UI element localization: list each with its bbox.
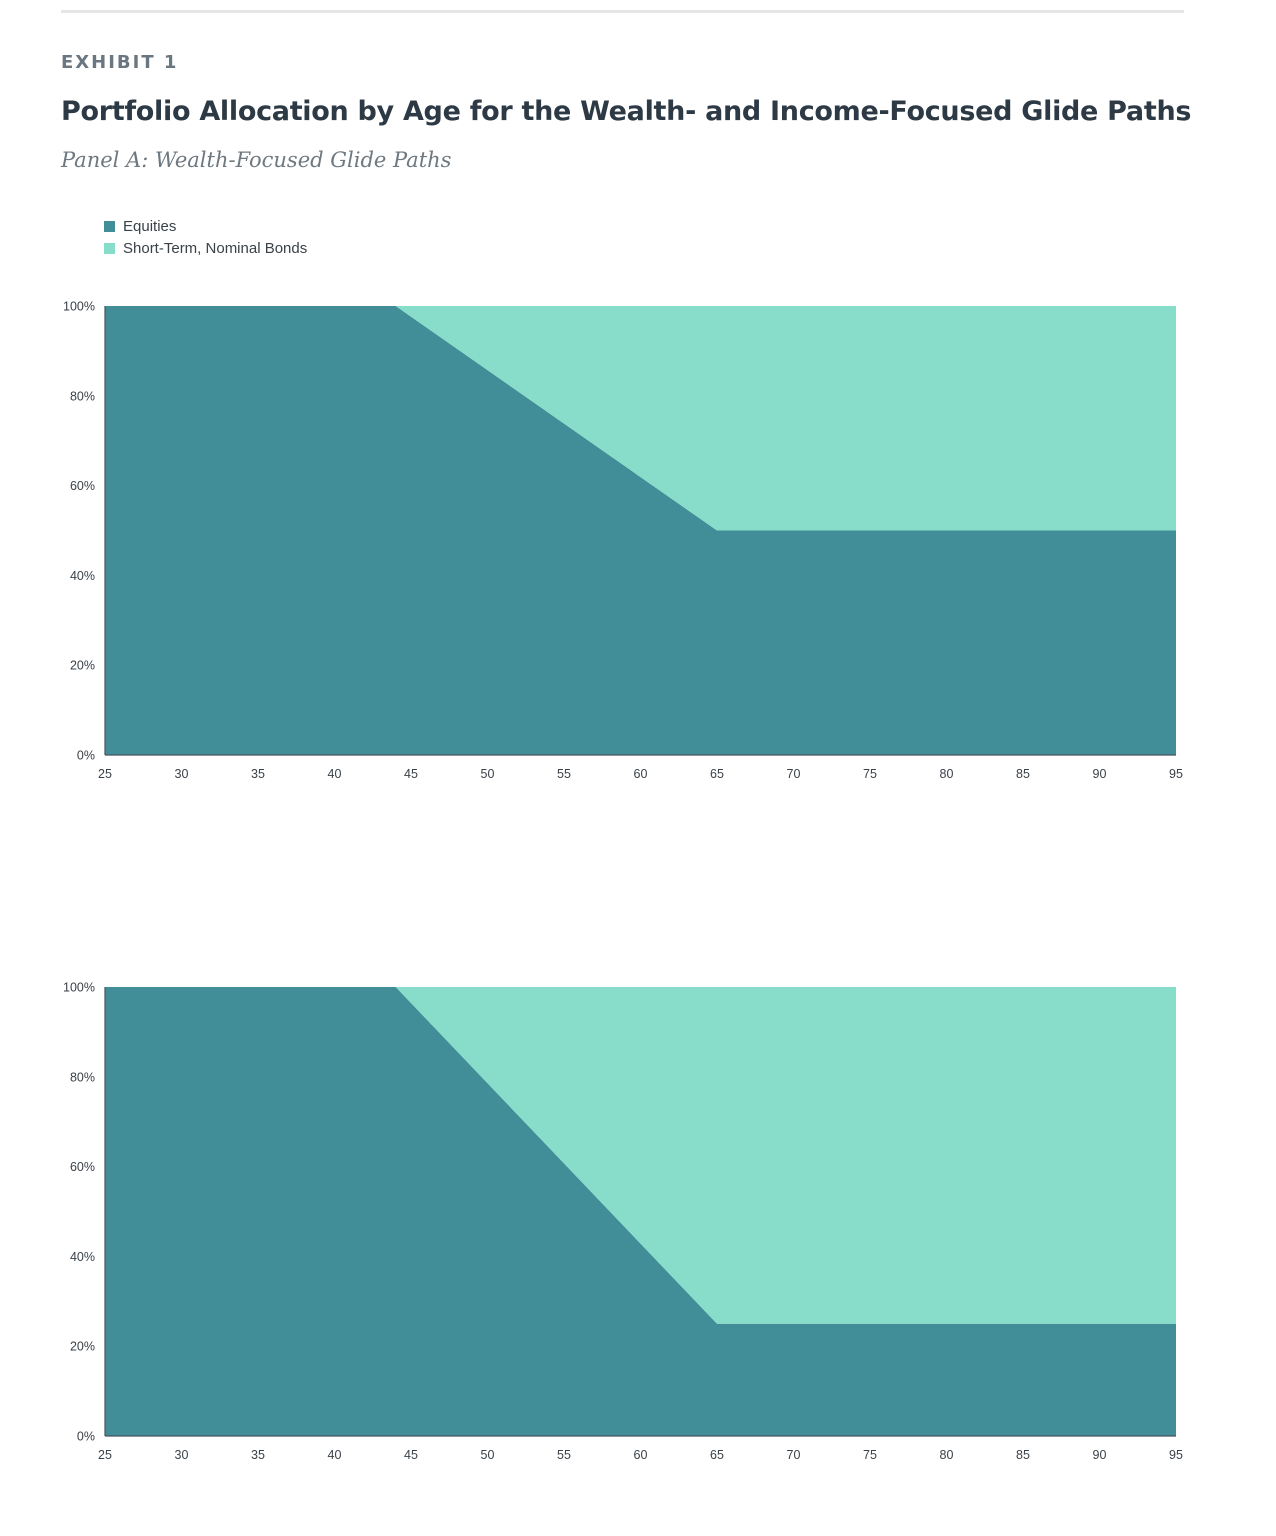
legend-item-equities: Equities bbox=[104, 215, 307, 237]
x-tick-label: 30 bbox=[175, 1448, 189, 1462]
x-tick-label: 85 bbox=[1016, 767, 1030, 781]
y-tick-label: 40% bbox=[70, 569, 95, 583]
x-tick-label: 65 bbox=[710, 1448, 724, 1462]
y-tick-label: 0% bbox=[77, 1430, 95, 1444]
x-tick-label: 90 bbox=[1093, 767, 1107, 781]
x-tick-label: 70 bbox=[787, 1448, 801, 1462]
chart-title: Portfolio Allocation by Age for the Weal… bbox=[61, 96, 1192, 127]
x-tick-label: 25 bbox=[98, 1448, 112, 1462]
x-tick-label: 65 bbox=[710, 767, 724, 781]
y-tick-label: 80% bbox=[70, 389, 95, 403]
x-tick-label: 60 bbox=[634, 1448, 648, 1462]
top-rule bbox=[61, 10, 1184, 13]
x-tick-label: 50 bbox=[481, 1448, 495, 1462]
legend: Equities Short-Term, Nominal Bonds bbox=[104, 215, 307, 259]
y-tick-label: 60% bbox=[70, 1160, 95, 1174]
x-tick-label: 35 bbox=[251, 767, 265, 781]
x-tick-label: 45 bbox=[404, 1448, 418, 1462]
x-tick-label: 95 bbox=[1169, 1448, 1183, 1462]
exhibit-label: EXHIBIT 1 bbox=[61, 52, 179, 73]
y-tick-label: 40% bbox=[70, 1250, 95, 1264]
legend-swatch-equities bbox=[104, 220, 115, 232]
area-equities-series bbox=[105, 987, 1176, 1436]
area-bonds-series bbox=[105, 306, 1176, 531]
x-tick-label: 80 bbox=[940, 767, 954, 781]
x-tick-label: 55 bbox=[557, 1448, 571, 1462]
x-tick-label: 35 bbox=[251, 1448, 265, 1462]
x-tick-label: 60 bbox=[634, 767, 648, 781]
x-tick-label: 90 bbox=[1093, 1448, 1107, 1462]
legend-label-equities: Equities bbox=[123, 217, 177, 235]
x-tick-label: 50 bbox=[481, 767, 495, 781]
y-tick-label: 100% bbox=[63, 981, 95, 995]
x-tick-label: 55 bbox=[557, 767, 571, 781]
x-tick-label: 75 bbox=[863, 1448, 877, 1462]
y-tick-label: 100% bbox=[63, 300, 95, 314]
area-bonds-series bbox=[105, 987, 1176, 1324]
area-equities-series bbox=[105, 306, 1176, 755]
x-tick-label: 30 bbox=[175, 767, 189, 781]
x-tick-label: 85 bbox=[1016, 1448, 1030, 1462]
y-tick-label: 20% bbox=[70, 1340, 95, 1354]
x-tick-label: 45 bbox=[404, 767, 418, 781]
x-tick-label: 25 bbox=[98, 767, 112, 781]
y-tick-label: 20% bbox=[70, 659, 95, 673]
legend-label-bonds: Short-Term, Nominal Bonds bbox=[123, 239, 308, 257]
legend-item-bonds: Short-Term, Nominal Bonds bbox=[104, 237, 307, 259]
panel-subtitle: Panel A: Wealth-Focused Glide Paths bbox=[61, 148, 452, 172]
area-chart-panel-top: 0% 20% 40% 60% 80% 100% 25 30 35 40 45 50 55 60 65 70 75… bbox=[63, 300, 1183, 782]
x-tick-label: 80 bbox=[940, 1448, 954, 1462]
y-tick-label: 60% bbox=[70, 479, 95, 493]
x-tick-label: 40 bbox=[328, 767, 342, 781]
legend-swatch-bonds bbox=[104, 242, 115, 254]
y-tick-label: 0% bbox=[77, 749, 95, 763]
x-tick-label: 70 bbox=[787, 767, 801, 781]
y-tick-label: 80% bbox=[70, 1070, 95, 1084]
x-tick-label: 40 bbox=[328, 1448, 342, 1462]
x-tick-label: 95 bbox=[1169, 767, 1183, 781]
x-tick-label: 75 bbox=[863, 767, 877, 781]
